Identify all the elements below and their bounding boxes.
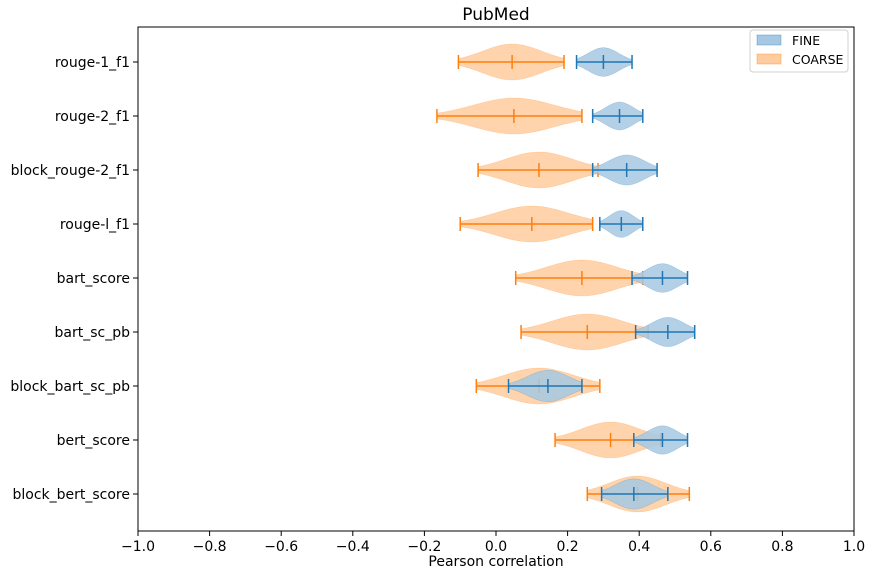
- legend-label-coarse: COARSE: [792, 52, 844, 67]
- x-tick-label-4: −0.2: [407, 539, 441, 555]
- x-tick-label-1: −0.8: [193, 539, 227, 555]
- legend-swatch-coarse: [756, 53, 782, 65]
- y-tick-label-bert-score: bert_score: [57, 433, 130, 449]
- x-tick-label-2: −0.6: [264, 539, 298, 555]
- x-tick-label-0: −1.0: [121, 539, 155, 555]
- x-tick-label-7: 0.4: [628, 539, 650, 555]
- y-axis: rouge-1_f1 rouge-2_f1 block_rouge-2_f1roug…: [10, 55, 138, 503]
- y-tick-label-rouge-l-f1: rouge-l_f1: [60, 217, 130, 233]
- legend: FINE COARSE: [749, 29, 849, 73]
- y-tick-label-block-bart-sc-pb: block_bart_sc_pb: [10, 379, 130, 395]
- y-tick-label-bart-score: bart_score: [57, 271, 130, 287]
- x-tick-label-6: 0.2: [556, 539, 578, 555]
- violin-group: [436, 43, 696, 513]
- x-tick-label-9: 0.8: [771, 539, 793, 555]
- x-tick-label-5: 0.0: [485, 539, 507, 555]
- y-tick-label-rouge-2-f1: rouge-2_f1: [55, 109, 130, 125]
- x-tick-label-3: −0.4: [336, 539, 370, 555]
- legend-swatch-fine: [756, 34, 782, 46]
- legend-label-fine: FINE: [792, 33, 820, 48]
- x-axis-label: Pearson correlation: [428, 554, 563, 570]
- x-tick-label-10: 1.0: [843, 539, 865, 555]
- y-tick-label-block-rouge-2-f1: block_rouge-2_f1: [11, 163, 130, 179]
- x-axis: −1.0 −0.8 −0.6 −0.4 −0.2 0.0 0.2 0.4 0.6 0.8 1.0: [121, 531, 865, 555]
- x-tick-label-8: 0.6: [700, 539, 722, 555]
- chart-title: PubMed: [462, 5, 529, 25]
- y-tick-label-block-bert-score: block_bert_score: [12, 487, 130, 503]
- y-tick-label-bart-sc-pb: bart_sc_pb: [55, 325, 131, 341]
- y-tick-label-rouge-1-f1: rouge-1_f1: [55, 55, 130, 71]
